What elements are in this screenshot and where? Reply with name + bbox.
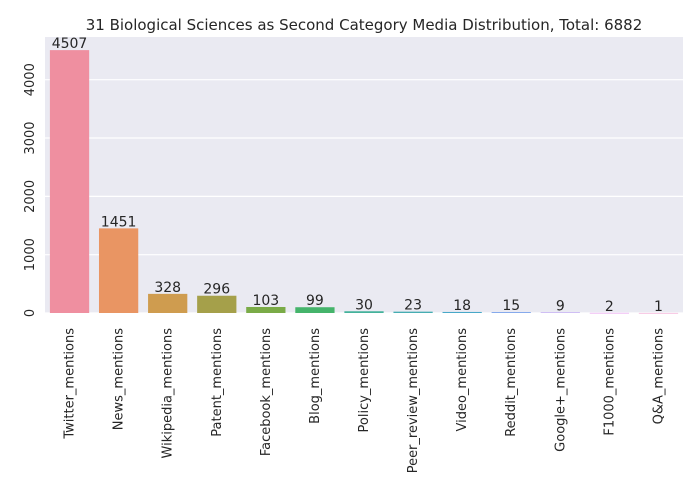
data-label: 15 bbox=[502, 298, 520, 314]
y-tick-label: 0 bbox=[23, 309, 38, 317]
bar bbox=[344, 311, 384, 313]
y-tick-label: 3000 bbox=[23, 121, 38, 154]
y-axis: 0 1000 2000 3000 4000 bbox=[23, 63, 38, 317]
y-tick-label: 2000 bbox=[23, 180, 38, 213]
x-tick-label: F1000_mentions bbox=[602, 328, 617, 436]
bar bbox=[197, 295, 237, 313]
bar bbox=[589, 312, 630, 314]
x-tick-label: Video_mentions bbox=[455, 328, 470, 432]
x-tick-label: Wikipedia_mentions bbox=[161, 328, 176, 459]
bar bbox=[540, 312, 580, 313]
data-label: 4507 bbox=[52, 36, 88, 52]
data-labels: 4507 1451 328 296 103 99 30 23 18 15 9 2 1 bbox=[52, 36, 663, 315]
x-tick-label: Twitter_mentions bbox=[63, 328, 78, 440]
x-tick-label: Blog_mentions bbox=[308, 328, 323, 424]
bar bbox=[49, 50, 90, 314]
bar bbox=[393, 311, 433, 313]
bars bbox=[49, 50, 679, 314]
bar bbox=[246, 306, 286, 313]
data-label: 328 bbox=[154, 280, 181, 296]
x-tick-label: Q&A_mentions bbox=[651, 328, 666, 425]
data-label: 18 bbox=[453, 298, 471, 314]
y-tick-label: 1000 bbox=[23, 238, 38, 271]
data-label: 99 bbox=[306, 293, 324, 309]
data-label: 1451 bbox=[101, 214, 137, 230]
y-tick-label: 4000 bbox=[23, 63, 38, 96]
data-label: 1 bbox=[654, 299, 663, 315]
chart-title: 31 Biological Sciences as Second Categor… bbox=[86, 16, 643, 34]
bar bbox=[98, 228, 139, 313]
data-label: 23 bbox=[404, 298, 422, 314]
data-label: 9 bbox=[556, 298, 565, 314]
x-tick-label: Google+_mentions bbox=[553, 328, 568, 452]
x-tick-label: Patent_mentions bbox=[210, 328, 225, 437]
x-tick-label: Reddit_mentions bbox=[504, 328, 519, 437]
bar bbox=[491, 312, 531, 313]
x-tick-label: News_mentions bbox=[112, 328, 127, 430]
data-label: 30 bbox=[355, 297, 373, 313]
plot-area bbox=[45, 37, 683, 313]
bar bbox=[442, 311, 482, 313]
x-tick-label: Peer_review_mentions bbox=[406, 328, 421, 474]
x-tick-label: Policy_mentions bbox=[357, 328, 372, 433]
x-axis: Twitter_mentions News_mentions Wikipedia_m… bbox=[63, 328, 667, 474]
data-label: 103 bbox=[252, 293, 279, 309]
bar bbox=[148, 293, 188, 313]
bar bbox=[638, 312, 679, 314]
x-tick-label: Facebook_mentions bbox=[259, 328, 274, 456]
data-label: 2 bbox=[605, 299, 614, 315]
data-label: 296 bbox=[203, 282, 230, 298]
bar bbox=[295, 307, 335, 313]
